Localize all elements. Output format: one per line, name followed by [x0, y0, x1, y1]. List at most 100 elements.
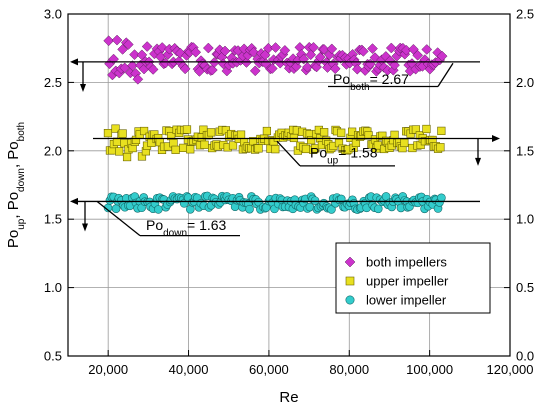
point-square-171 — [422, 124, 431, 134]
point-diamond-110 — [308, 41, 319, 53]
point-diamond-5 — [111, 34, 123, 46]
y2-tick-label-1: 0.5 — [516, 280, 534, 295]
point-diamond-11 — [122, 39, 134, 50]
y-tick-label-5: 3.0 — [44, 7, 62, 22]
y-axis-title-part-3: down — [16, 168, 27, 192]
point-square-6 — [115, 147, 124, 156]
legend-label-1: upper impeller — [366, 274, 449, 289]
y2-tick-label-5: 2.5 — [516, 7, 534, 22]
point-square-106 — [301, 144, 311, 154]
legend-box — [335, 242, 491, 314]
legend-marker-2 — [345, 295, 355, 305]
point-circle-120 — [327, 205, 336, 214]
point-square-8 — [118, 129, 127, 138]
point-diamond-13 — [127, 60, 138, 71]
arrowhead-up-down — [475, 157, 481, 166]
point-square-67 — [228, 141, 238, 150]
point-circle-179 — [437, 193, 446, 203]
legend-label-2: lower impeller — [366, 293, 447, 308]
point-diamond-16 — [132, 73, 144, 85]
point-diamond-56 — [206, 64, 218, 76]
legend-marker-0 — [344, 256, 356, 268]
annotation-2-part-2: = 1.63 — [187, 217, 227, 233]
point-square-71 — [236, 130, 246, 139]
point-circle-4 — [111, 204, 121, 214]
point-diamond-142 — [367, 43, 378, 54]
y-axis-title: Poup, Podown, Poboth — [5, 122, 27, 248]
y-axis-title-part-1: up — [16, 218, 27, 230]
point-diamond-47 — [190, 46, 202, 58]
annotation-2: Podown= 1.63 — [146, 217, 227, 239]
point-square-109 — [307, 136, 316, 145]
point-square-81 — [254, 144, 263, 153]
annotation-1-part-1: up — [327, 155, 339, 166]
annotation-1-part-0: Po — [310, 145, 327, 161]
arrowhead-down-down — [82, 223, 88, 232]
leader-both-1 — [437, 62, 454, 87]
point-diamond-116 — [318, 44, 330, 55]
point-diamond-122 — [329, 63, 341, 75]
annotation-0-part-2: = 2.67 — [370, 71, 410, 87]
point-diamond-88 — [266, 63, 278, 74]
point-diamond-0 — [103, 35, 115, 47]
arrowhead-up-right — [492, 134, 500, 142]
y2-tick-label-2: 1.0 — [516, 212, 534, 227]
legend-marker-1 — [345, 276, 355, 286]
point-square-0 — [103, 128, 113, 138]
point-diamond-154 — [389, 59, 400, 71]
x-tick-label-3: 80,000 — [329, 362, 369, 377]
x-tick-label-4: 100,000 — [406, 362, 453, 377]
point-circle-111 — [310, 196, 320, 205]
point-circle-149 — [381, 192, 391, 201]
point-square-178 — [436, 143, 445, 152]
point-square-19 — [139, 126, 149, 136]
point-diamond-41 — [179, 63, 191, 75]
point-square-116 — [320, 128, 329, 137]
annotation-0-part-0: Po — [333, 71, 350, 87]
point-diamond-179 — [436, 50, 448, 62]
point-diamond-29 — [156, 42, 168, 53]
y-axis-title-part-4: , Po — [5, 141, 22, 168]
arrowhead-both-down — [80, 83, 86, 92]
point-square-4 — [111, 124, 120, 133]
y-tick-label-0: 0.5 — [44, 349, 62, 364]
y-axis-title-part-0: Po — [5, 230, 22, 248]
point-diamond-78 — [248, 46, 259, 58]
point-diamond-24 — [147, 64, 159, 75]
point-square-40 — [179, 143, 188, 152]
point-circle-145 — [373, 204, 383, 214]
leader-down-1 — [96, 200, 141, 237]
annotation-0: Poboth= 2.67 — [333, 71, 409, 93]
point-square-154 — [390, 130, 399, 139]
point-square-42 — [182, 125, 192, 134]
y2-tick-label-0: 0.0 — [516, 349, 534, 364]
point-square-52 — [200, 140, 209, 149]
point-square-90 — [271, 145, 280, 154]
point-square-10 — [122, 152, 132, 162]
point-diamond-152 — [385, 42, 397, 54]
point-circle-27 — [154, 205, 163, 214]
y2-tick-label-4: 2.0 — [516, 75, 534, 90]
point-diamond-14 — [129, 49, 140, 60]
y-axis-title-part-5: both — [16, 122, 27, 141]
legend: both impellers upper impeller lower impell… — [335, 242, 491, 314]
point-diamond-63 — [219, 45, 231, 57]
point-square-179 — [437, 126, 446, 135]
legend-label-0: both impellers — [366, 255, 447, 270]
annotation-0-part-1: both — [350, 81, 369, 92]
point-square-159 — [400, 138, 409, 148]
y-tick-label-4: 2.5 — [44, 75, 62, 90]
point-square-36 — [171, 145, 180, 154]
x-tick-label-0: 20,000 — [88, 362, 128, 377]
y2-tick-label-3: 1.5 — [516, 143, 534, 158]
point-square-44 — [186, 145, 195, 154]
point-circle-76 — [245, 204, 254, 214]
point-square-125 — [337, 128, 346, 137]
arrowhead-down-left — [70, 197, 78, 205]
y-tick-label-3: 2.0 — [44, 143, 62, 158]
annotation-2-part-1: down — [163, 228, 187, 239]
point-diamond-137 — [357, 46, 369, 57]
point-square-55 — [207, 128, 216, 137]
annotation-1: Poup= 1.58 — [310, 145, 378, 167]
